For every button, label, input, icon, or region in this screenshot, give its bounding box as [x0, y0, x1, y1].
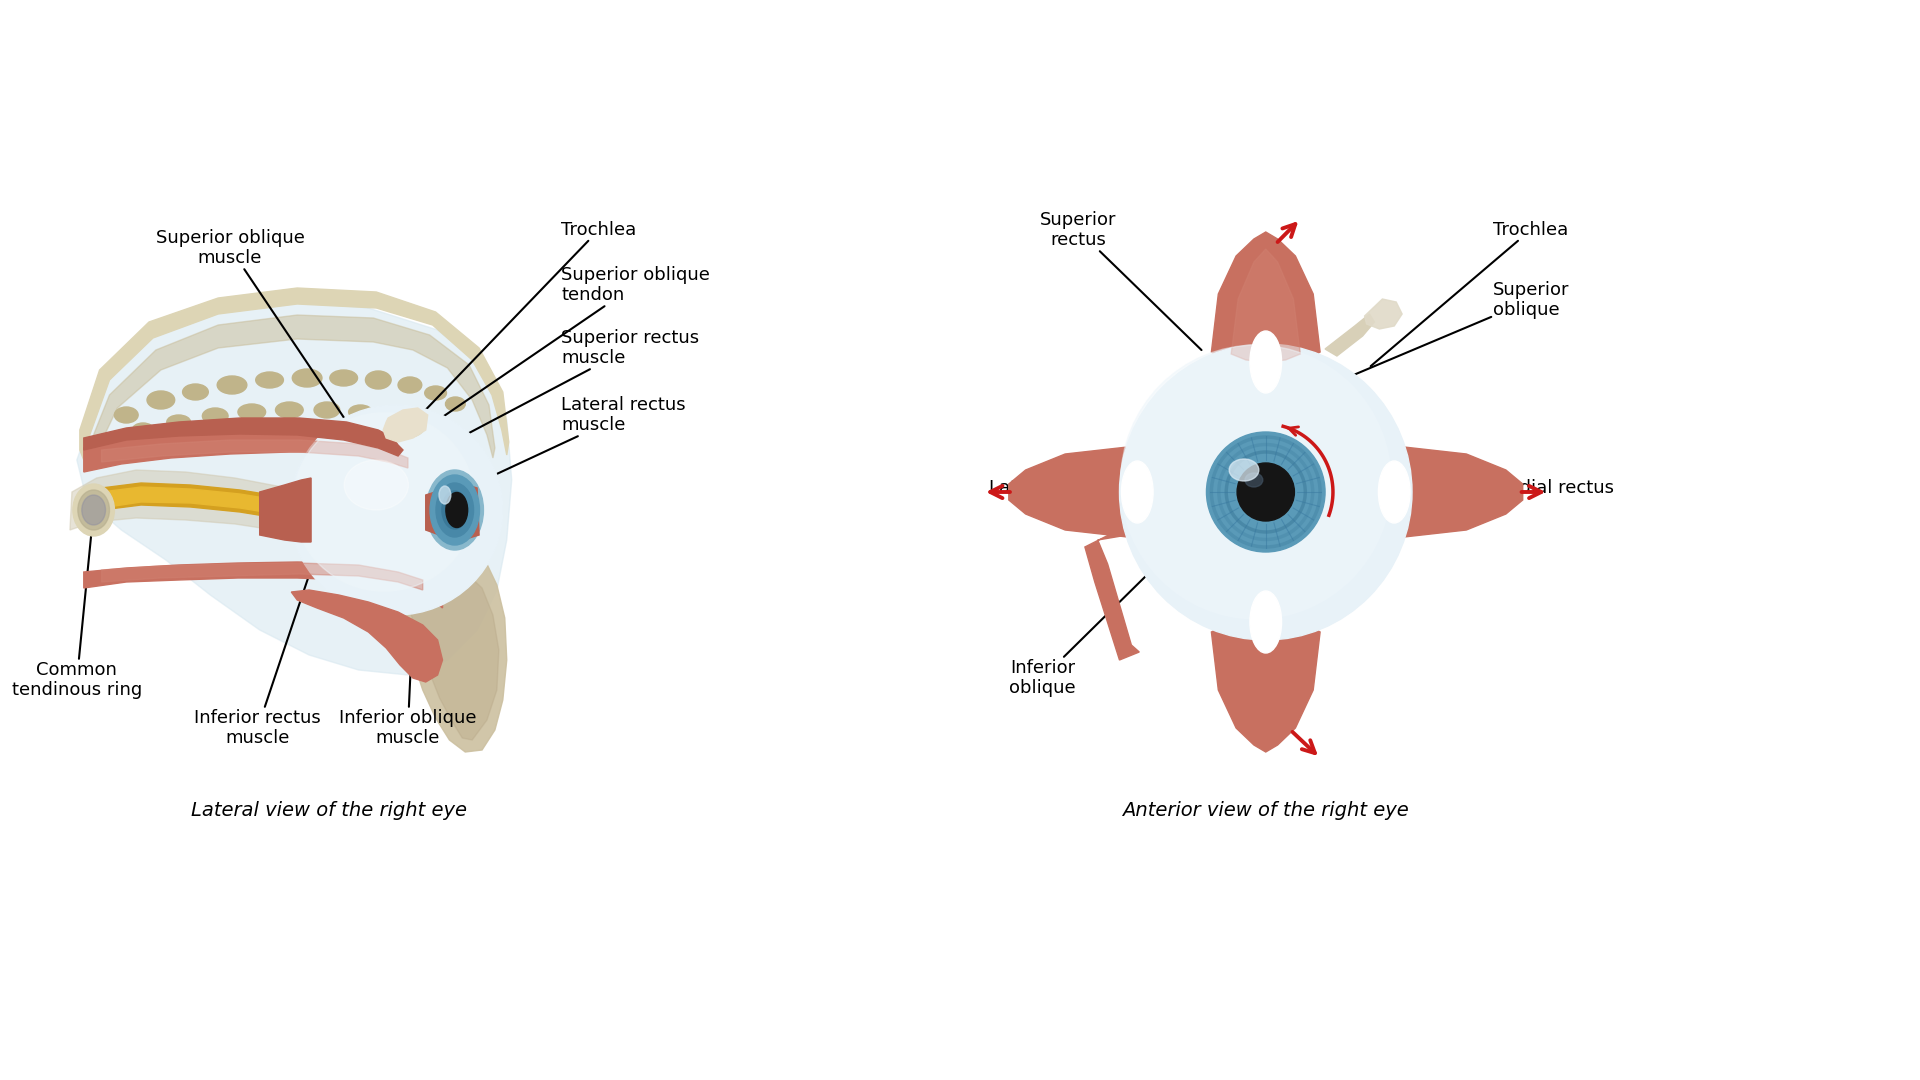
Ellipse shape: [344, 460, 409, 510]
Polygon shape: [84, 562, 442, 608]
Ellipse shape: [1379, 461, 1409, 523]
Ellipse shape: [426, 470, 484, 550]
Polygon shape: [77, 483, 290, 519]
Ellipse shape: [445, 492, 468, 527]
Polygon shape: [1231, 249, 1300, 362]
Polygon shape: [77, 300, 513, 675]
Text: Trochlea: Trochlea: [1371, 221, 1569, 366]
Polygon shape: [426, 485, 480, 538]
Ellipse shape: [397, 377, 422, 393]
Text: Superior
oblique: Superior oblique: [1340, 281, 1569, 381]
Polygon shape: [84, 418, 403, 456]
Polygon shape: [69, 470, 288, 532]
Polygon shape: [86, 315, 495, 458]
Polygon shape: [1392, 447, 1523, 537]
Ellipse shape: [83, 495, 106, 525]
Ellipse shape: [275, 402, 303, 418]
Text: Inferior
rectus: Inferior rectus: [1240, 640, 1306, 698]
Text: Lateral view of the right eye: Lateral view of the right eye: [190, 800, 467, 820]
Ellipse shape: [390, 413, 424, 437]
Ellipse shape: [294, 413, 474, 591]
Polygon shape: [84, 430, 438, 478]
Text: Trochlea: Trochlea: [419, 221, 636, 418]
Ellipse shape: [238, 404, 265, 420]
Polygon shape: [399, 568, 499, 740]
Ellipse shape: [202, 408, 228, 424]
Text: Inferior rectus
muscle: Inferior rectus muscle: [194, 578, 321, 747]
Ellipse shape: [290, 405, 503, 615]
Polygon shape: [102, 440, 407, 468]
Ellipse shape: [1121, 461, 1154, 523]
Polygon shape: [77, 487, 290, 516]
Ellipse shape: [132, 423, 154, 437]
Text: Superior oblique
muscle: Superior oblique muscle: [156, 229, 351, 430]
Polygon shape: [1365, 299, 1402, 329]
Text: Lateral rectus
muscle: Lateral rectus muscle: [465, 395, 685, 489]
Polygon shape: [259, 478, 311, 542]
Polygon shape: [81, 288, 509, 460]
Ellipse shape: [349, 405, 372, 419]
Ellipse shape: [79, 490, 109, 530]
Polygon shape: [1212, 618, 1321, 752]
Ellipse shape: [330, 370, 357, 386]
Ellipse shape: [1250, 330, 1281, 393]
Ellipse shape: [424, 386, 447, 400]
Ellipse shape: [292, 369, 323, 387]
Polygon shape: [1085, 527, 1139, 660]
Text: Superior
rectus: Superior rectus: [1041, 211, 1202, 350]
Ellipse shape: [167, 415, 190, 429]
Polygon shape: [102, 563, 422, 590]
Polygon shape: [1008, 447, 1139, 537]
Polygon shape: [378, 540, 507, 752]
Ellipse shape: [382, 409, 403, 423]
Text: Superior oblique
tendon: Superior oblique tendon: [409, 266, 710, 441]
Ellipse shape: [445, 397, 465, 411]
Ellipse shape: [1121, 346, 1392, 619]
Ellipse shape: [430, 475, 480, 545]
Ellipse shape: [1206, 432, 1325, 552]
Ellipse shape: [148, 391, 175, 409]
Ellipse shape: [73, 484, 115, 536]
Text: Anterior view of the right eye: Anterior view of the right eye: [1123, 800, 1409, 820]
Text: Common
tendinous ring: Common tendinous ring: [12, 513, 142, 700]
Ellipse shape: [217, 376, 248, 394]
Ellipse shape: [315, 402, 340, 418]
Ellipse shape: [442, 491, 468, 529]
Ellipse shape: [440, 486, 451, 504]
Ellipse shape: [255, 372, 284, 388]
Ellipse shape: [1250, 591, 1281, 653]
Polygon shape: [1325, 314, 1375, 356]
Ellipse shape: [1119, 345, 1411, 640]
Text: Inferior
oblique: Inferior oblique: [1010, 567, 1156, 698]
Ellipse shape: [1236, 463, 1294, 521]
Ellipse shape: [115, 407, 138, 423]
Ellipse shape: [409, 415, 430, 429]
Ellipse shape: [182, 384, 207, 400]
Ellipse shape: [365, 372, 392, 389]
Polygon shape: [292, 590, 442, 681]
Text: Medial rectus: Medial rectus: [1421, 480, 1615, 497]
Ellipse shape: [1229, 459, 1260, 481]
Text: Superior rectus
muscle: Superior rectus muscle: [420, 328, 699, 459]
Text: Lateral rectus: Lateral rectus: [989, 480, 1117, 497]
Text: Inferior oblique
muscle: Inferior oblique muscle: [340, 623, 476, 747]
Polygon shape: [384, 408, 428, 442]
Polygon shape: [1212, 232, 1321, 366]
Ellipse shape: [436, 483, 474, 537]
Ellipse shape: [1244, 473, 1263, 487]
